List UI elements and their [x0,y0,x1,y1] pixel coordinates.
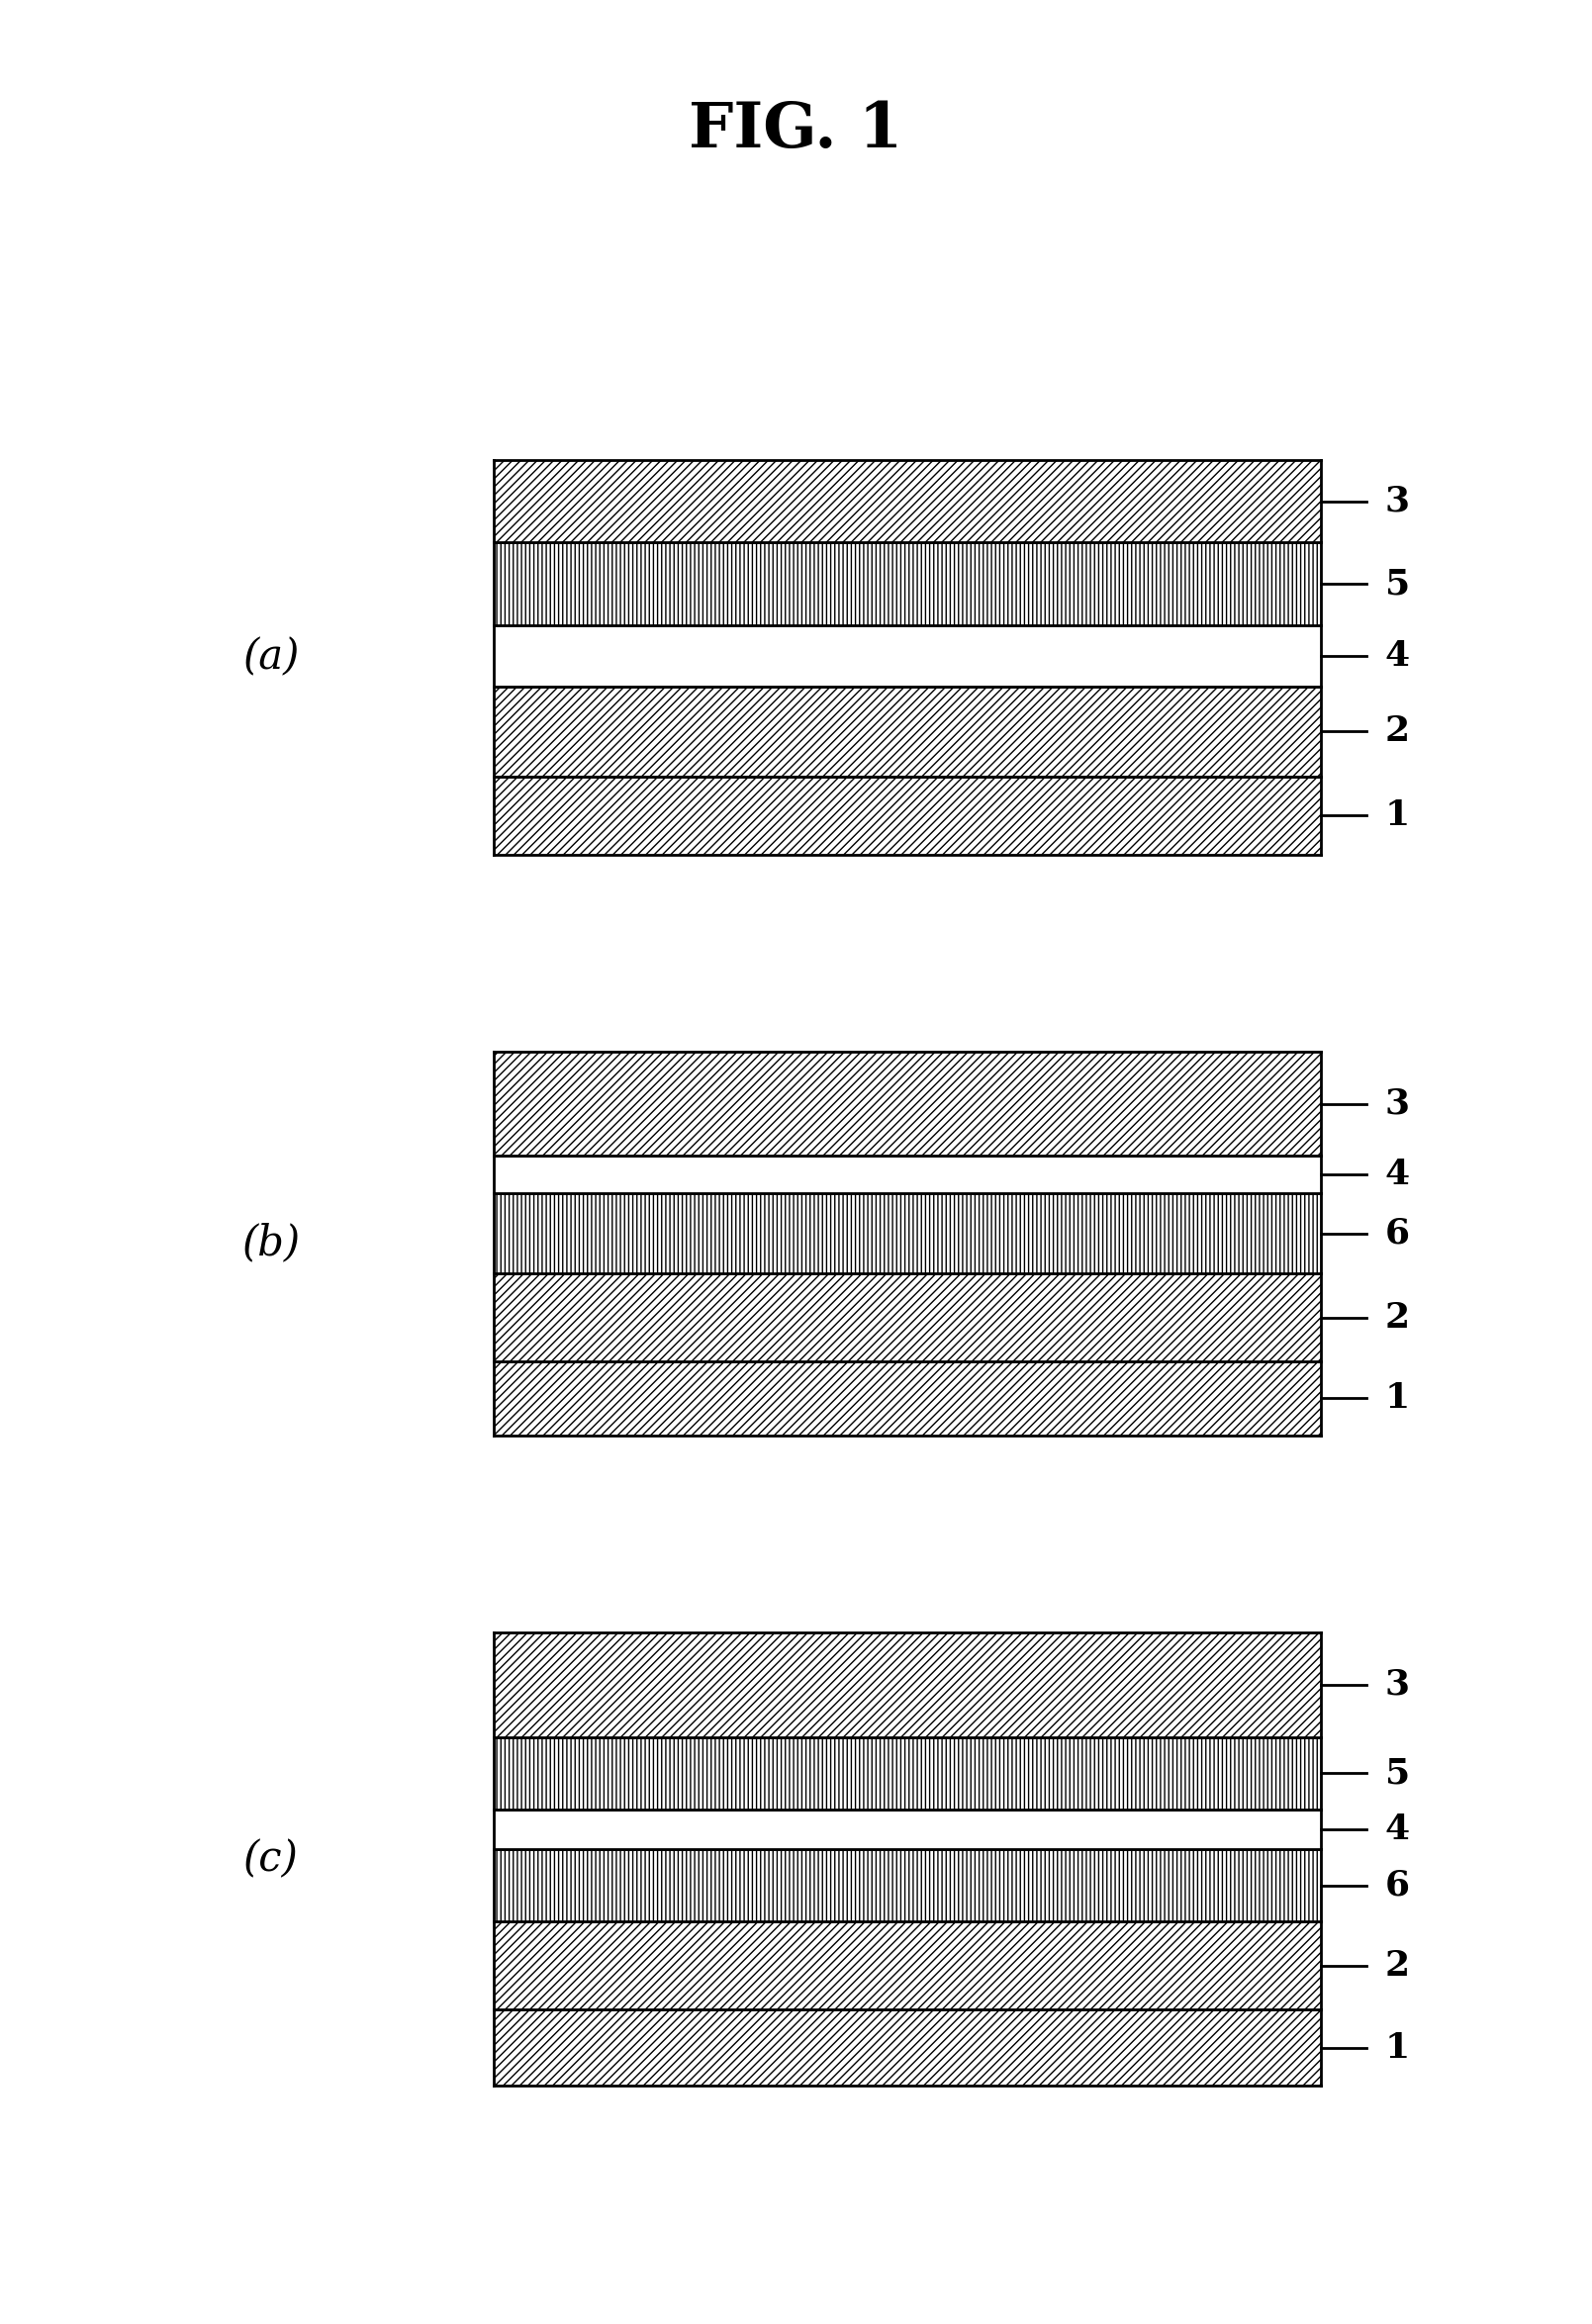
Text: (b): (b) [242,1222,299,1264]
Text: (a): (a) [242,637,299,679]
Text: 1: 1 [1385,2031,1411,2064]
Text: 5: 5 [1385,1757,1411,1789]
Text: 3: 3 [1385,1669,1411,1701]
Text: 4: 4 [1385,1813,1411,1845]
Text: 6: 6 [1385,1868,1411,1901]
Text: 2: 2 [1385,716,1411,748]
Text: (c): (c) [244,1838,298,1880]
Text: 2: 2 [1385,1301,1411,1334]
Text: FIG. 1: FIG. 1 [689,100,903,160]
Text: 5: 5 [1385,567,1411,600]
Text: 1: 1 [1385,799,1411,832]
Text: 3: 3 [1385,1088,1411,1120]
Text: 6: 6 [1385,1215,1411,1250]
Text: 4: 4 [1385,1157,1411,1192]
Text: 3: 3 [1385,486,1411,518]
Text: 4: 4 [1385,639,1411,672]
Text: 2: 2 [1385,1948,1411,1982]
Text: 1: 1 [1385,1380,1411,1415]
